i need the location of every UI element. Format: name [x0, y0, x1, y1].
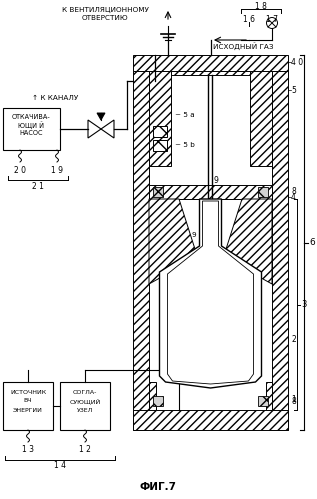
- Text: СУЮЩИЙ: СУЮЩИЙ: [69, 398, 100, 404]
- Text: 3: 3: [301, 300, 306, 309]
- Polygon shape: [266, 382, 272, 410]
- Text: 1 3: 1 3: [22, 446, 34, 455]
- Polygon shape: [133, 410, 288, 430]
- Text: 9: 9: [214, 176, 218, 185]
- Text: ~ 5 b: ~ 5 b: [175, 142, 195, 148]
- Text: 1 6: 1 6: [243, 14, 255, 23]
- Text: ОТВЕРСТИЮ: ОТВЕРСТИЮ: [82, 15, 128, 21]
- Text: ИСХОДНЫЙ ГАЗ: ИСХОДНЫЙ ГАЗ: [213, 42, 274, 50]
- Text: 5: 5: [291, 85, 296, 94]
- Text: ↑ К КАНАЛУ: ↑ К КАНАЛУ: [32, 95, 78, 101]
- Polygon shape: [223, 199, 272, 284]
- Bar: [258, 396, 268, 406]
- Text: 2: 2: [291, 335, 296, 344]
- Bar: [153, 187, 163, 197]
- Polygon shape: [133, 55, 288, 71]
- Text: УЗЕЛ: УЗЕЛ: [77, 408, 93, 413]
- Text: ИСТОЧНИК: ИСТОЧНИК: [10, 390, 46, 395]
- Polygon shape: [133, 71, 149, 430]
- Polygon shape: [272, 71, 288, 430]
- Text: 2 0: 2 0: [14, 166, 26, 175]
- Polygon shape: [167, 201, 254, 384]
- Polygon shape: [149, 185, 272, 199]
- Text: 4: 4: [291, 193, 296, 202]
- Text: СОГЛА-: СОГЛА-: [73, 390, 97, 395]
- Text: 8: 8: [291, 187, 296, 196]
- Polygon shape: [250, 71, 272, 166]
- Text: 6: 6: [309, 238, 315, 247]
- Polygon shape: [149, 71, 171, 166]
- Bar: [153, 140, 167, 151]
- Text: 1 4: 1 4: [54, 462, 66, 471]
- Polygon shape: [88, 120, 101, 138]
- Bar: [3, 108, 60, 150]
- Text: 2 1: 2 1: [32, 182, 44, 191]
- Text: 1 2: 1 2: [79, 446, 91, 455]
- Text: 9 a: 9 a: [192, 232, 204, 238]
- Polygon shape: [149, 382, 156, 410]
- Text: НАСОС: НАСОС: [19, 130, 43, 136]
- Bar: [258, 187, 268, 197]
- Text: 4 0: 4 0: [291, 57, 303, 66]
- Text: 1 9: 1 9: [51, 166, 63, 175]
- Text: ФИГ.7: ФИГ.7: [139, 482, 177, 492]
- Bar: [153, 126, 167, 137]
- Text: 1: 1: [291, 396, 296, 405]
- Polygon shape: [149, 199, 197, 284]
- Bar: [153, 396, 163, 406]
- Text: 8: 8: [291, 397, 296, 406]
- Bar: [3, 382, 53, 430]
- Text: ~ 5 a: ~ 5 a: [175, 112, 195, 118]
- Text: 7: 7: [230, 310, 236, 319]
- Polygon shape: [171, 71, 250, 75]
- Text: ЮЩИ Й: ЮЩИ Й: [18, 121, 44, 129]
- Bar: [60, 382, 110, 430]
- Text: 1 8: 1 8: [255, 1, 267, 10]
- Polygon shape: [97, 113, 105, 120]
- Text: ЭНЕРГИИ: ЭНЕРГИИ: [13, 408, 43, 413]
- Polygon shape: [101, 120, 114, 138]
- Polygon shape: [159, 199, 262, 388]
- Text: ОТКАЧИВА-: ОТКАЧИВА-: [12, 114, 50, 120]
- Text: К ВЕНТИЛЯЦИОННОМУ: К ВЕНТИЛЯЦИОННОМУ: [61, 7, 148, 13]
- Text: 1 7: 1 7: [266, 14, 278, 23]
- Text: ВЧ: ВЧ: [24, 399, 32, 404]
